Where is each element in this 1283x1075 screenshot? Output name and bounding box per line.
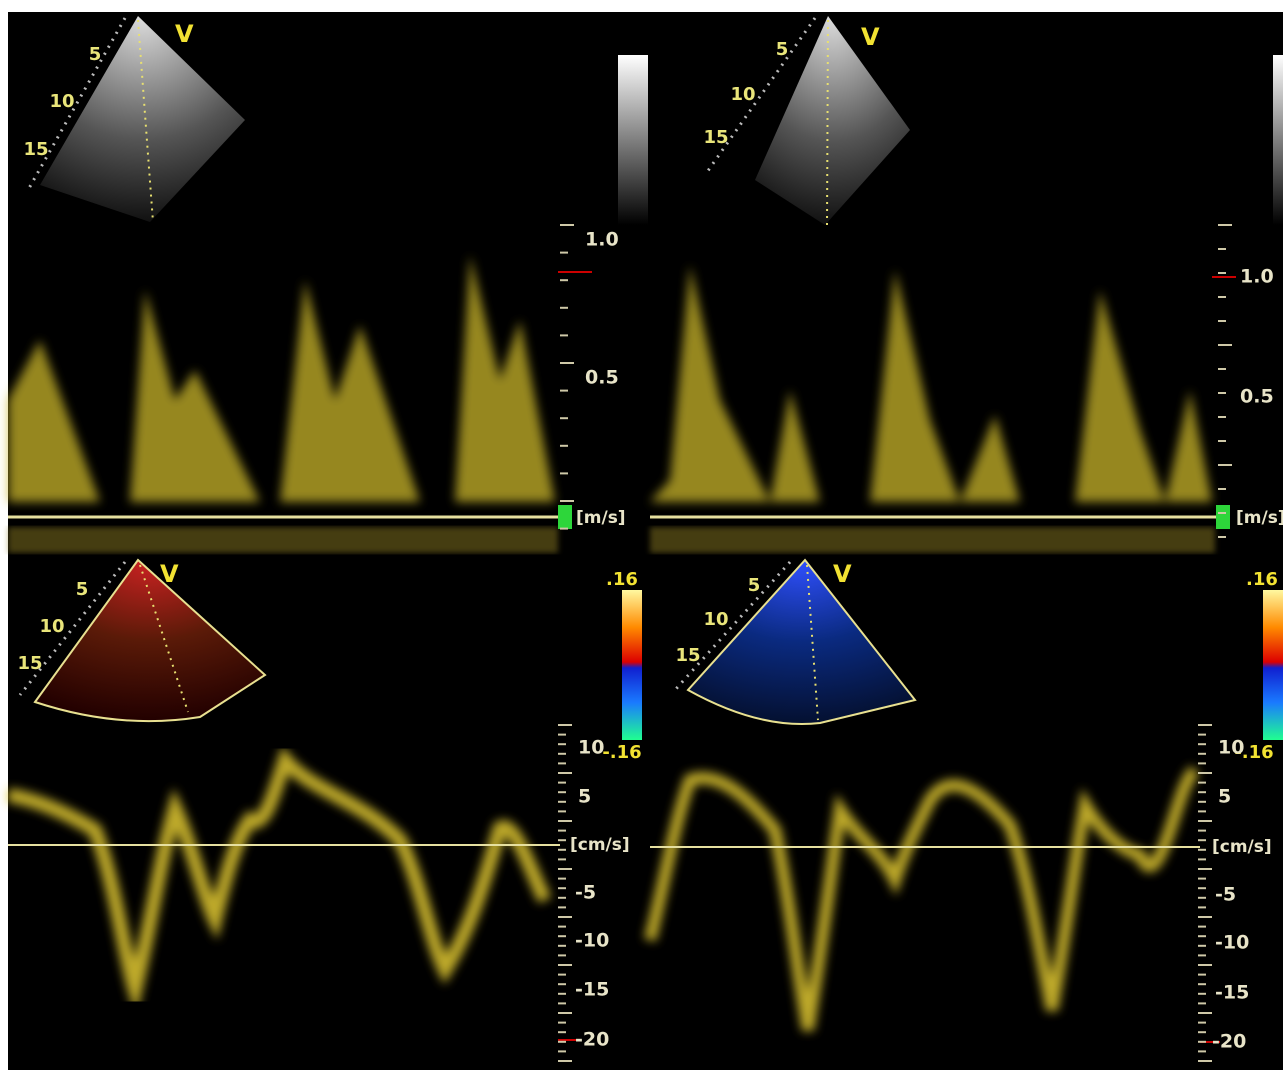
depth-label: 10 bbox=[703, 609, 728, 630]
scale-label: 10 bbox=[1218, 737, 1244, 759]
color-sector bbox=[686, 558, 917, 726]
depth-label: 10 bbox=[39, 616, 64, 637]
tick-ruler bbox=[1198, 724, 1212, 1062]
reverse-spectrum bbox=[650, 527, 1215, 553]
baseline-handle bbox=[558, 505, 572, 529]
depth-label: 15 bbox=[675, 645, 700, 666]
color-bar-min: -.16 bbox=[1234, 742, 1273, 763]
depth-label: 5 bbox=[76, 579, 89, 600]
scale-label: 1.0 bbox=[1240, 266, 1274, 288]
depth-label: 15 bbox=[17, 653, 42, 674]
panel: V 5 10 15 1.0 0.5 [m/s] bbox=[650, 16, 1283, 553]
doppler-trace bbox=[644, 765, 1200, 1032]
scale-label: 1.0 bbox=[585, 229, 619, 251]
depth-label: 10 bbox=[49, 91, 74, 112]
color-bar-max: .16 bbox=[1246, 569, 1278, 590]
scale-unit: [m/s] bbox=[576, 508, 626, 528]
color-bar bbox=[622, 590, 642, 740]
depth-label: 15 bbox=[23, 139, 48, 160]
scale-label: -5 bbox=[575, 882, 596, 904]
color-bar-max: .16 bbox=[606, 569, 638, 590]
scale-label: -20 bbox=[1212, 1031, 1246, 1053]
doppler-trace bbox=[6, 745, 552, 1016]
scale-unit: [cm/s] bbox=[570, 835, 630, 855]
color-bar bbox=[1263, 590, 1283, 740]
scale-label: 0.5 bbox=[1240, 386, 1274, 408]
scale-label: -10 bbox=[575, 930, 609, 952]
gray-bar bbox=[618, 55, 648, 225]
echo-sector bbox=[40, 16, 245, 222]
sector-marker: V bbox=[861, 23, 880, 51]
scale-unit: [m/s] bbox=[1236, 508, 1283, 528]
depth-label: 5 bbox=[89, 44, 102, 65]
scale-label: -15 bbox=[575, 979, 609, 1001]
scale-label: 0.5 bbox=[585, 367, 619, 389]
cursor-line bbox=[137, 19, 154, 223]
depth-label: 5 bbox=[776, 39, 789, 60]
scale-label: -20 bbox=[575, 1029, 609, 1051]
sector-marker: V bbox=[175, 20, 194, 48]
depth-label: 10 bbox=[730, 84, 755, 105]
scale-label: 5 bbox=[1218, 786, 1231, 808]
color-bar-min: -.16 bbox=[602, 742, 641, 763]
cursor-line bbox=[806, 564, 819, 721]
panel: V 5 10 15 .16 -.16 10 5 [cm/s] -5 -10 -1… bbox=[644, 558, 1283, 1062]
color-sector bbox=[33, 558, 267, 723]
cursor-line bbox=[139, 564, 189, 713]
doppler-spectrum bbox=[650, 265, 1212, 502]
tick-ruler bbox=[558, 724, 572, 1062]
scale-label: -10 bbox=[1215, 932, 1249, 954]
echo-sector bbox=[755, 16, 910, 225]
depth-label: 15 bbox=[703, 127, 728, 148]
baseline-handle bbox=[1216, 505, 1230, 529]
tick-ruler bbox=[1218, 224, 1232, 538]
scale-label: 5 bbox=[578, 786, 591, 808]
tick-ruler bbox=[560, 224, 574, 530]
gray-bar bbox=[1273, 55, 1283, 225]
reverse-spectrum bbox=[8, 527, 558, 553]
sector-marker: V bbox=[833, 560, 852, 588]
depth-label: 5 bbox=[748, 575, 761, 596]
doppler-spectrum bbox=[8, 255, 555, 502]
scale-label: -15 bbox=[1215, 982, 1249, 1004]
panel: V 5 10 15 .16 -.16 10 5 [cm/s] -5 -10 -1… bbox=[6, 558, 642, 1062]
depth-ruler bbox=[26, 17, 127, 191]
sector-marker: V bbox=[160, 560, 179, 588]
scale-label: 10 bbox=[578, 737, 604, 759]
scale-unit: [cm/s] bbox=[1212, 837, 1272, 857]
scale-label: -5 bbox=[1215, 884, 1236, 906]
panel: V 5 10 15 1.0 0.5 [m/s] bbox=[8, 16, 648, 553]
